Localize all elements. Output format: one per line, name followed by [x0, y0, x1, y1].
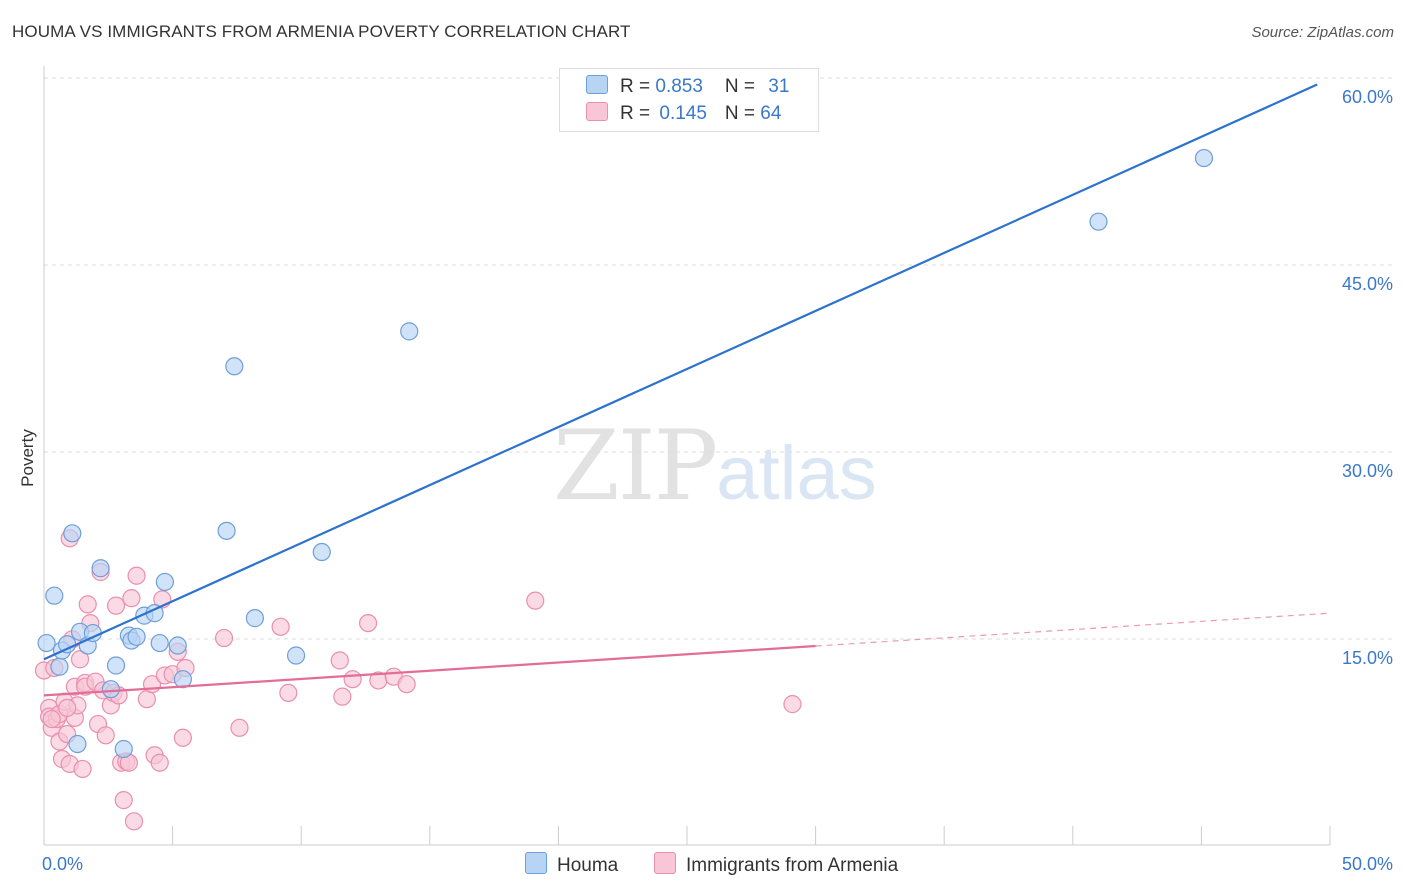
- y-tick-label: 30.0%: [1342, 461, 1393, 481]
- y-tick-label: 45.0%: [1342, 274, 1393, 294]
- houma-legend-label: Houma: [557, 855, 619, 876]
- armenia-point: [114, 791, 133, 810]
- armenia-point: [70, 650, 90, 669]
- armenia-point: [330, 651, 349, 670]
- armenia-legend-icon: [654, 852, 676, 874]
- armenia-r-label: R =: [620, 103, 656, 124]
- houma-trend-line: [43, 83, 1318, 661]
- houma-n-label: N =: [724, 76, 761, 97]
- houma-point: [150, 633, 169, 653]
- legend-row-armenia: R = 0.145 N = 64: [586, 102, 781, 126]
- source-credit: Source: ZipAtlas.com: [1251, 24, 1394, 41]
- armenia-point: [783, 695, 802, 714]
- y-tick-label: 60.0%: [1342, 87, 1393, 107]
- armenia-point: [271, 617, 290, 636]
- armenia-point: [343, 670, 362, 689]
- armenia-n-value: 64: [760, 103, 782, 124]
- armenia-point: [106, 596, 126, 615]
- houma-point: [217, 521, 236, 540]
- houma-point: [37, 633, 56, 653]
- armenia-r-value: 0.145: [659, 103, 707, 124]
- houma-point: [114, 739, 133, 759]
- houma-point: [58, 635, 77, 654]
- houma-point: [1194, 148, 1214, 168]
- armenia-point: [78, 595, 97, 614]
- houma-point: [50, 657, 69, 676]
- houma-point: [400, 322, 419, 341]
- y-axis-label: Poverty: [18, 429, 37, 487]
- armenia-point: [214, 628, 234, 648]
- houma-point: [91, 559, 110, 578]
- armenia-point: [42, 709, 61, 729]
- houma-point: [45, 586, 64, 605]
- armenia-point: [124, 812, 144, 831]
- armenia-point: [279, 683, 298, 703]
- armenia-point: [122, 589, 141, 608]
- bottom-legend-houma: Houma: [525, 852, 618, 876]
- houma-point: [127, 627, 146, 646]
- armenia-legend-label: Immigrants from Armenia: [686, 855, 899, 876]
- armenia-point: [397, 675, 416, 694]
- chart-title: HOUMA VS IMMIGRANTS FROM ARMENIA POVERTY…: [12, 22, 631, 41]
- correlation-legend: R = 0.853 N = 31 R = 0.145 N = 64: [559, 68, 819, 132]
- houma-swatch-icon: [586, 75, 608, 94]
- houma-legend-icon: [525, 852, 547, 874]
- armenia-point: [333, 687, 352, 706]
- armenia-point: [127, 566, 146, 585]
- houma-point: [225, 357, 244, 376]
- armenia-point: [150, 753, 169, 772]
- houma-r-label: R =: [620, 76, 656, 97]
- armenia-point: [173, 728, 192, 747]
- x-tick-label: 0.0%: [42, 854, 83, 874]
- houma-point: [286, 646, 306, 665]
- armenia-point: [73, 759, 92, 779]
- houma-point: [155, 572, 174, 592]
- houma-point: [1089, 212, 1108, 231]
- houma-point: [68, 734, 87, 754]
- watermark: ZIPatlas: [553, 410, 877, 522]
- houma-point: [245, 609, 265, 628]
- houma-point: [312, 542, 331, 562]
- armenia-point: [96, 726, 115, 745]
- houma-point: [106, 656, 126, 675]
- armenia-point: [358, 613, 378, 633]
- legend-row-houma: R = 0.853 N = 31: [586, 75, 789, 99]
- watermark-atlas: atlas: [716, 431, 877, 516]
- watermark-zip: ZIP: [553, 410, 718, 522]
- y-tick-label: 15.0%: [1342, 648, 1393, 668]
- x-tick-label: 50.0%: [1342, 854, 1393, 874]
- armenia-swatch-icon: [586, 102, 608, 121]
- armenia-point: [526, 591, 545, 610]
- houma-point: [101, 680, 120, 699]
- houma-point: [63, 524, 82, 543]
- houma-point: [168, 636, 187, 655]
- bottom-legend-armenia: Immigrants from Armenia: [654, 852, 898, 876]
- armenia-point: [58, 698, 77, 717]
- armenia-trend-line: [43, 644, 816, 697]
- houma-r-value: 0.853: [655, 76, 703, 97]
- armenia-trend-extension: [815, 612, 1331, 647]
- houma-n-value: 31: [768, 76, 790, 97]
- armenia-n-label: N =: [724, 103, 761, 124]
- armenia-point: [230, 718, 249, 737]
- houma-point: [173, 670, 192, 689]
